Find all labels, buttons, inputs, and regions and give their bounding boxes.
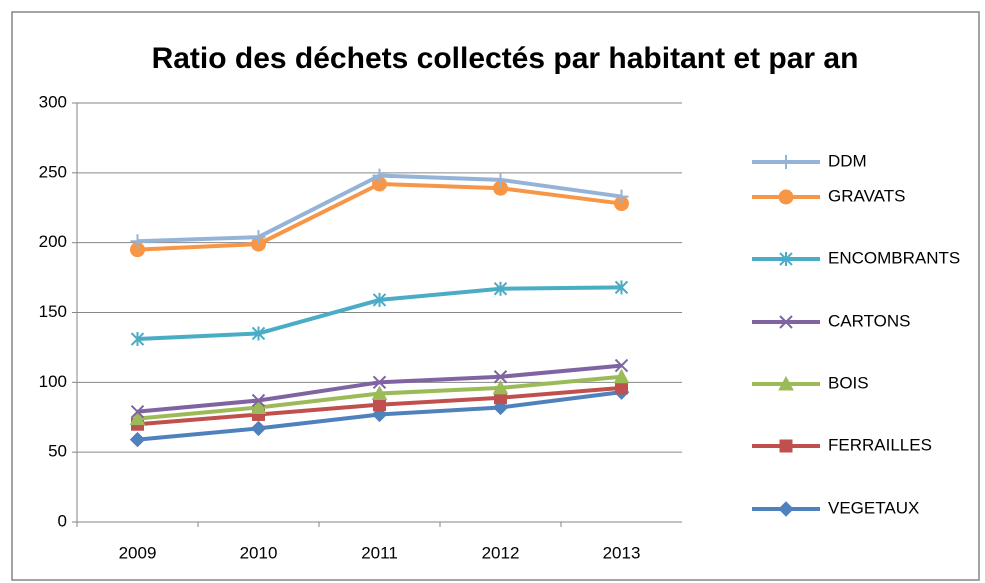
point-marker: [614, 189, 629, 204]
y-tick-label: 300: [39, 92, 67, 111]
legend-marker: [778, 501, 794, 517]
point-marker: [372, 168, 387, 183]
point-marker: [251, 393, 266, 408]
x-tick-label: 2009: [119, 543, 157, 562]
y-tick-label: 200: [39, 232, 67, 251]
legend-label: FERRAILLES: [828, 435, 932, 454]
point-marker: [614, 280, 629, 295]
legend-label: ENCOMBRANTS: [828, 248, 960, 267]
point-marker: [493, 172, 508, 187]
legend-marker: [779, 155, 793, 169]
point-marker: [250, 399, 267, 414]
legend-marker: [778, 375, 794, 391]
point-marker: [372, 375, 387, 390]
point-marker: [130, 234, 145, 249]
point-marker: [129, 410, 146, 426]
point-marker: [130, 404, 145, 419]
point-marker: [129, 431, 146, 448]
x-tick-label: 2010: [240, 543, 278, 562]
y-tick-label: 150: [39, 302, 67, 321]
point-marker: [251, 326, 266, 341]
legend-marker: [779, 252, 793, 266]
point-marker: [250, 420, 267, 437]
point-marker: [372, 292, 387, 307]
x-tick-label: 2012: [482, 543, 520, 562]
x-tick-label: 2011: [361, 543, 398, 562]
point-marker: [615, 381, 628, 395]
legend-label: BOIS: [828, 373, 869, 392]
point-marker: [130, 332, 145, 347]
chart-frame: [11, 11, 980, 581]
y-tick-label: 0: [58, 511, 67, 530]
point-marker: [493, 281, 508, 296]
point-marker: [371, 385, 388, 401]
y-tick-label: 50: [48, 442, 67, 461]
point-marker: [373, 398, 386, 412]
legend-label: VEGETAUX: [828, 498, 919, 517]
y-tick-label: 250: [39, 162, 67, 181]
x-tick-label: 2013: [603, 543, 641, 562]
legend-marker: [778, 189, 794, 205]
legend-label: GRAVATS: [828, 186, 905, 205]
point-marker: [493, 370, 508, 384]
legend-marker: [779, 439, 793, 453]
point-marker: [492, 399, 509, 416]
legend-marker: [779, 315, 793, 329]
legend-label: DDM: [828, 151, 867, 170]
point-marker: [492, 379, 509, 395]
point-marker: [613, 368, 630, 384]
y-tick-label: 100: [39, 372, 67, 391]
legend-label: CARTONS: [828, 311, 911, 330]
point-marker: [251, 230, 266, 245]
chart-title: Ratio des déchets collectés par habitant…: [152, 42, 859, 75]
point-marker: [614, 358, 629, 373]
